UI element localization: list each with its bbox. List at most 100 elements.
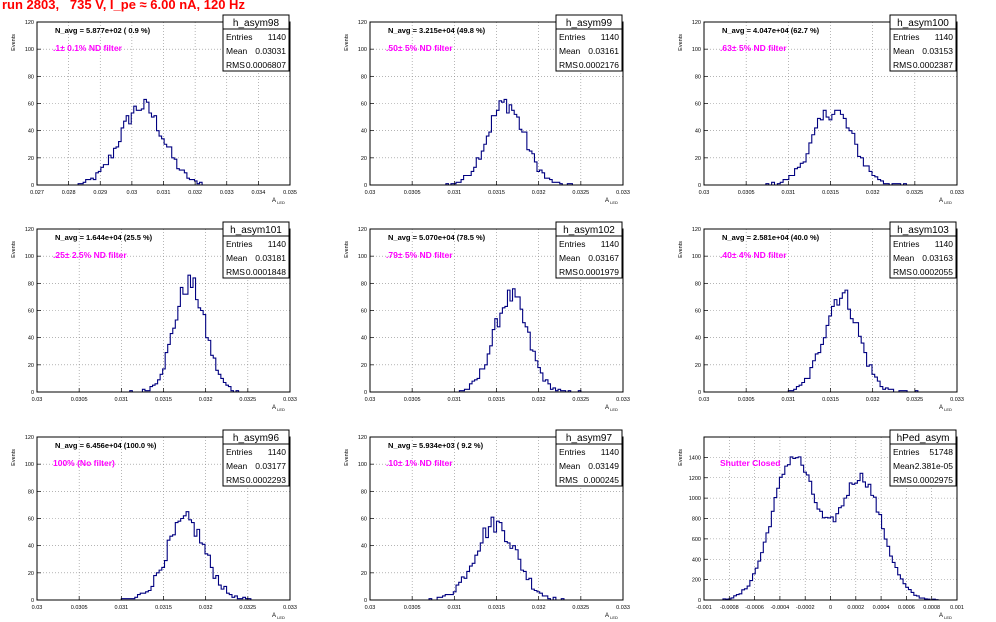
y-tick-label: 0: [31, 183, 34, 189]
stats-value: 0.0001979: [579, 267, 619, 277]
x-axis-subscript: LED: [609, 615, 618, 620]
x-tick-label: 0.001: [950, 605, 964, 611]
x-axis-title: A LED: [939, 613, 952, 620]
stats-label: Entries: [893, 32, 919, 42]
stats-title: h_asym97: [566, 433, 613, 444]
y-tick-label: 20: [361, 363, 367, 369]
stats-value: 0.03181: [255, 253, 286, 263]
x-tick-label: 0.031: [447, 605, 461, 611]
filter-annotation: .40± 4% ND filter: [720, 250, 787, 260]
x-tick-label: 0.0006: [898, 605, 915, 611]
stats-title: h_asym101: [230, 225, 282, 236]
stats-label: RMS: [893, 60, 912, 70]
y-axis-title: Events: [344, 241, 350, 258]
x-tick-label: 0.0002: [847, 605, 864, 611]
histogram-line-h_asym99: [370, 98, 623, 186]
x-tick-label: 0.031: [447, 397, 461, 403]
filter-annotation: .79± 5% ND filter: [386, 250, 453, 260]
y-tick-label: 40: [361, 336, 367, 342]
histogram-panel-h_asym98: 0.027 0.028 0.029 0.03 0.031 0.032 0.033 0.034 0…: [11, 14, 297, 205]
y-axis-title: Events: [678, 34, 684, 51]
stats-label: Entries: [893, 239, 919, 249]
x-tick-label: 0.0315: [488, 190, 505, 196]
y-tick-label: 40: [695, 336, 701, 342]
x-tick-label: 0.0305: [404, 605, 421, 611]
y-tick-label: 600: [692, 537, 701, 543]
x-tick-label: 0.033: [616, 397, 630, 403]
x-axis-title: A LED: [605, 405, 618, 412]
y-tick-label: 80: [28, 489, 34, 495]
stats-label: Entries: [226, 447, 252, 457]
stats-label: Entries: [226, 32, 252, 42]
x-tick-label: 0.0315: [488, 605, 505, 611]
histogram-panel-h_asym100: 0.03 0.0305 0.031 0.0315 0.032 0.0325 0.033 0 20…: [678, 14, 964, 205]
stats-value: 0.0006807: [246, 60, 286, 70]
y-tick-label: 800: [692, 517, 701, 523]
y-tick-label: 60: [361, 309, 367, 315]
x-tick-label: 0.03: [32, 397, 43, 403]
x-axis-title: A LED: [272, 613, 285, 620]
x-tick-label: 0.032: [532, 190, 546, 196]
stats-box: [889, 14, 957, 72]
filter-annotation: .10± 1% ND filter: [386, 458, 453, 468]
y-tick-label: 100: [358, 462, 367, 468]
x-axis-title: A LED: [605, 613, 618, 620]
histogram-panel-hPed_asym: -0.001 -0.0008 -0.0006 -0.0004 -0.0002 0 0.000…: [678, 429, 964, 620]
stats-box: [222, 14, 290, 72]
histogram-panel-h_asym102: 0.03 0.0305 0.031 0.0315 0.032 0.0325 0.033 0 20…: [344, 221, 630, 412]
histogram-line-h_asym100: [704, 109, 957, 186]
y-tick-label: 20: [28, 363, 34, 369]
y-tick-label: 120: [692, 20, 701, 26]
x-tick-label: 0.033: [220, 190, 234, 196]
stats-title: h_asym98: [233, 18, 280, 29]
x-tick-label: -0.0002: [796, 605, 815, 611]
n-avg-label: N_avg = 6.456e+04 (100.0 %): [55, 441, 157, 450]
stats-label: RMS: [559, 60, 578, 70]
stats-label: Entries: [559, 447, 585, 457]
stats-value: 0.0002176: [579, 60, 619, 70]
x-tick-label: 0.031: [781, 397, 795, 403]
stats-value: 0.03031: [255, 46, 286, 56]
x-tick-label: 0.032: [532, 605, 546, 611]
y-tick-label: 120: [25, 20, 34, 26]
x-tick-label: 0.0315: [822, 190, 839, 196]
x-tick-label: 0.0004: [873, 605, 890, 611]
x-tick-label: 0.029: [93, 190, 107, 196]
stats-label: RMS: [893, 475, 912, 485]
x-tick-label: -0.0008: [720, 605, 739, 611]
stats-value: 0.03149: [588, 461, 619, 471]
y-tick-label: 120: [358, 435, 367, 441]
x-tick-label: 0.0325: [572, 397, 589, 403]
histogram-panel-h_asym101: 0.03 0.0305 0.031 0.0315 0.032 0.0325 0.033 0 20…: [11, 221, 297, 412]
stats-value: 0.0002975: [913, 475, 953, 485]
x-tick-label: 0.0315: [488, 397, 505, 403]
x-tick-label: 0.0315: [822, 397, 839, 403]
histogram-panel-h_asym96: 0.03 0.0305 0.031 0.0315 0.032 0.0325 0.033 0 20…: [11, 429, 297, 620]
y-tick-label: 60: [695, 102, 701, 108]
y-tick-label: 40: [28, 336, 34, 342]
x-tick-label: 0.03: [365, 397, 376, 403]
x-tick-label: 0.0305: [71, 397, 88, 403]
stats-box: [222, 429, 290, 487]
y-tick-label: 100: [25, 254, 34, 260]
y-tick-label: 100: [358, 47, 367, 53]
y-tick-label: 20: [695, 363, 701, 369]
x-tick-label: 0.033: [950, 397, 964, 403]
x-axis-subscript: LED: [276, 615, 285, 620]
stats-value: 0.03167: [588, 253, 619, 263]
stats-value: 0.03163: [922, 253, 953, 263]
stats-label: RMS: [226, 475, 245, 485]
y-tick-label: 80: [361, 281, 367, 287]
stats-title: hPed_asym: [897, 433, 950, 444]
stats-value: -2.381e-05: [912, 461, 953, 471]
stats-label: Entries: [559, 32, 585, 42]
y-tick-label: 100: [25, 47, 34, 53]
stats-label: Entries: [226, 239, 252, 249]
y-tick-label: 40: [28, 544, 34, 550]
stats-value: 1140: [268, 447, 287, 457]
y-axis-title: Events: [11, 34, 17, 51]
stats-label: Mean: [893, 461, 915, 471]
stats-value: 1140: [601, 447, 620, 457]
y-tick-label: 80: [695, 281, 701, 287]
y-tick-label: 60: [695, 309, 701, 315]
